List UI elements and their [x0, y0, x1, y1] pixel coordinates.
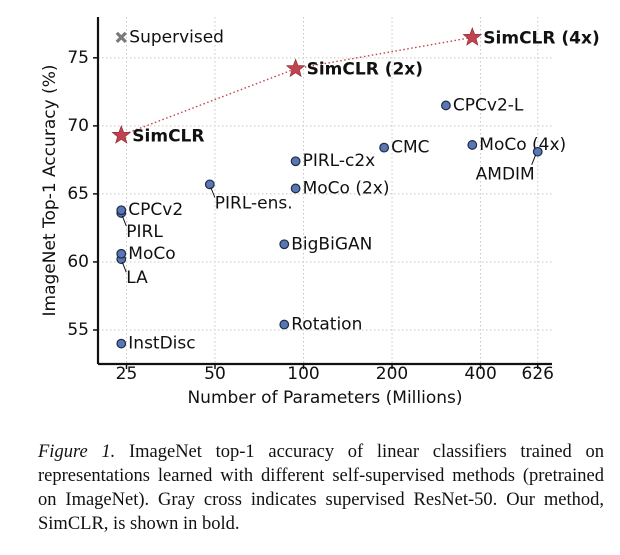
x-tick-label: 400	[464, 364, 496, 384]
label-rotation: Rotation	[291, 315, 362, 335]
supervised-cross-marker	[115, 31, 127, 44]
label-supervised: Supervised	[129, 27, 224, 47]
leader-pirl-ens	[210, 187, 216, 198]
x-tick-label: 50	[204, 364, 226, 384]
y-tick-label: 55	[67, 320, 89, 340]
x-tick-label: 25	[116, 364, 138, 384]
star-simclr-4x	[462, 27, 483, 46]
point-moco-4x	[467, 140, 478, 150]
label-bigbigan: BigBiGAN	[291, 234, 372, 254]
label-simclr-2x: SimCLR (2x)	[307, 60, 423, 80]
point-cpcv2-l	[441, 100, 451, 111]
y-tick-label: 70	[67, 116, 89, 136]
point-amdim	[532, 146, 543, 157]
point-cmc	[379, 142, 390, 153]
figure-caption: Figure 1. ImageNet top-1 accuracy of lin…	[38, 440, 604, 536]
point-instdisc	[116, 338, 127, 349]
label-moco-4x: MoCo (4x)	[479, 135, 566, 155]
point-rotation	[279, 319, 290, 330]
label-pirl-c2x: PIRL-c2x	[303, 151, 376, 171]
x-tick-label: 200	[376, 364, 408, 384]
label-cpcv2: CPCv2	[128, 200, 183, 220]
scatter-plot: 25 50 100 200 400 626 55 60 65 70 75 Number of Para…	[40, 17, 600, 408]
label-simclr: SimCLR	[132, 126, 204, 146]
label-instdisc: InstDisc	[128, 334, 195, 354]
leader-pirl	[121, 215, 127, 227]
label-moco: MoCo	[128, 244, 175, 264]
label-pirl: PIRL	[126, 222, 163, 242]
caption-label: Figure 1.	[38, 442, 116, 462]
label-simclr-4x: SimCLR (4x)	[483, 28, 599, 48]
point-pirl-ens	[204, 179, 215, 190]
point-moco	[116, 248, 127, 259]
y-tick-label: 65	[67, 184, 89, 204]
y-axis-label: ImageNet Top-1 Accuracy (%)	[40, 65, 60, 317]
label-amdim: AMDIM	[476, 165, 535, 185]
point-cpcv2	[116, 205, 127, 216]
label-pirl-ens: PIRL-ens.	[215, 193, 293, 213]
point-moco-2x	[290, 183, 301, 194]
point-bigbigan	[279, 239, 290, 250]
leader-la	[121, 262, 127, 273]
y-tick-label: 75	[67, 48, 89, 68]
caption-text: ImageNet top-1 accuracy of linear classi…	[38, 442, 604, 534]
x-tick-label: 100	[287, 364, 319, 384]
star-simclr-2x	[285, 58, 306, 78]
point-pirl-c2x	[290, 156, 301, 167]
label-cmc: CMC	[391, 138, 429, 158]
x-axis-label: Number of Parameters (Millions)	[187, 388, 462, 408]
simclr-trend-line	[121, 36, 473, 137]
label-cpcv2-l: CPCv2-L	[453, 95, 524, 115]
label-la: LA	[126, 268, 148, 288]
y-tick-label: 60	[67, 252, 89, 272]
chart: 25 50 100 200 400 626 55 60 65 70 75 Number of Para…	[40, 17, 600, 408]
label-moco-2x: MoCo (2x)	[303, 178, 390, 198]
star-simclr	[111, 125, 132, 144]
leader-amdim	[531, 154, 537, 165]
x-tick-label: 626	[522, 364, 554, 384]
